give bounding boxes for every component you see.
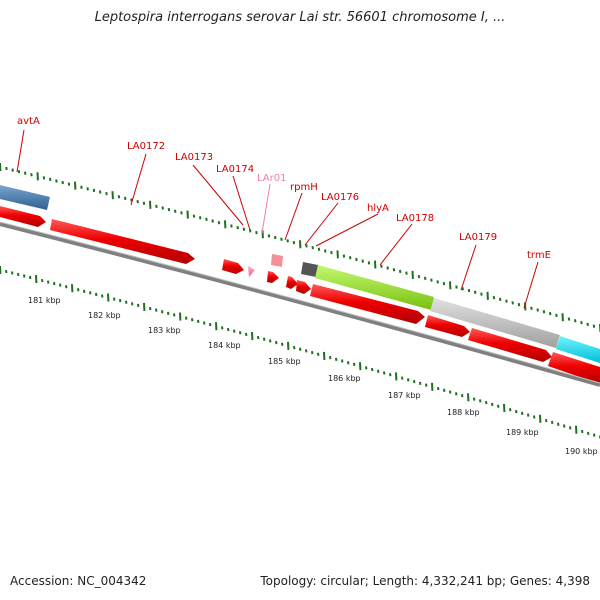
feature-arrow-3[interactable] (222, 259, 244, 274)
upper-tick-marks (0, 162, 600, 333)
kbp-label: 187 kbp (388, 391, 421, 400)
gene-label-LAr01[interactable]: LAr01 (257, 173, 286, 184)
feature-arrow-8[interactable] (425, 315, 470, 337)
feature-arrow-4[interactable] (267, 271, 279, 283)
gene-label-trmE[interactable]: trmE (527, 250, 551, 261)
gene-label-LA0178[interactable]: LA0178 (396, 213, 434, 224)
kbp-label: 186 kbp (328, 374, 361, 383)
lower-feature-track (0, 206, 600, 384)
map-title: Leptospira interrogans serovar Lai str. … (94, 10, 506, 25)
gene-label-LA0176[interactable]: LA0176 (321, 192, 359, 203)
feature-arrow-6[interactable] (296, 280, 311, 294)
kbp-label: 185 kbp (268, 357, 301, 366)
kbp-label: 184 kbp (208, 341, 241, 350)
feature-arrow-5[interactable] (286, 276, 298, 289)
upper-feature-track (0, 185, 600, 363)
gene-label-avtA[interactable]: avtA (17, 116, 40, 127)
feature-small-pink[interactable] (271, 254, 283, 267)
kbp-label: 190 kbp (565, 447, 598, 456)
kbp-label: 183 kbp (148, 326, 181, 335)
accession-text: Accession: NC_004342 (10, 574, 147, 588)
kbp-label: 189 kbp (506, 428, 539, 437)
feature-arrow-2[interactable] (50, 219, 195, 264)
feature-avtA[interactable] (0, 185, 50, 210)
feature-arrow-pink[interactable] (248, 266, 255, 277)
gene-label-rpmH[interactable]: rpmH (290, 182, 318, 193)
gene-label-LA0179[interactable]: LA0179 (459, 232, 497, 243)
kbp-ruler (0, 265, 600, 439)
gene-label-hlyA[interactable]: hlyA (367, 203, 389, 214)
gene-label-LA0174[interactable]: LA0174 (216, 164, 254, 175)
kbp-label: 182 kbp (88, 311, 121, 320)
gene-label-LA0172[interactable]: LA0172 (127, 141, 165, 152)
feature-LA0179[interactable] (430, 298, 560, 348)
feature-arrow-7[interactable] (310, 284, 425, 324)
label-leaders (16, 129, 539, 309)
feature-arrow-10[interactable] (548, 352, 600, 384)
feature-arrow-9[interactable] (468, 328, 552, 362)
feature-arrow-1[interactable] (0, 206, 46, 227)
gene-label-LA0173[interactable]: LA0173 (175, 152, 213, 163)
kbp-label: 181 kbp (28, 296, 61, 305)
chromosome-backbone (0, 222, 600, 387)
feature-trmE[interactable] (556, 336, 600, 363)
kbp-label: 188 kbp (447, 408, 480, 417)
kbp-labels: 181 kbp 182 kbp 183 kbp 184 kbp 185 kbp … (28, 296, 598, 456)
topology-stats: Topology: circular; Length: 4,332,241 bp… (260, 574, 590, 588)
feature-hlyA[interactable] (315, 265, 434, 310)
feature-dark-gray[interactable] (301, 262, 318, 277)
gene-labels: avtA LA0172 LA0173 LA0174 LAr01 rpmH LA0… (17, 116, 551, 261)
